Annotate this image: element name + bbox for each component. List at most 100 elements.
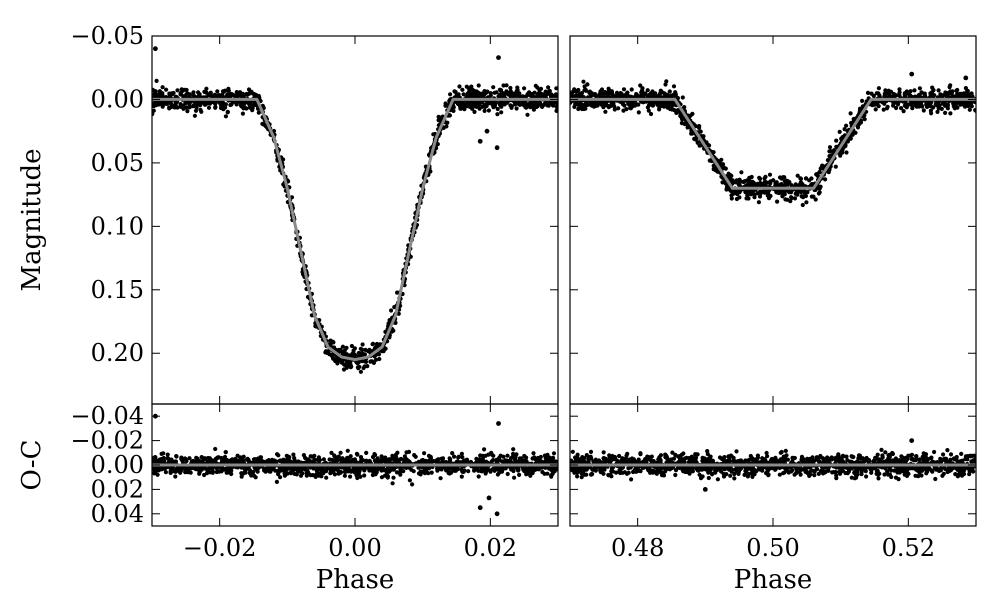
data-point [650,89,655,94]
data-point [583,87,588,92]
primary-residuals-panel: −0.02 0.00 0.02−0.04−0.020.000.020.04Phase… [17,402,559,595]
data-point [948,89,953,94]
data-point [530,468,535,473]
data-point [609,89,614,94]
data-point [575,474,580,479]
data-point [581,79,586,84]
data-point [482,447,487,452]
data-point [883,88,888,93]
data-point [630,104,635,109]
data-point [274,479,279,484]
data-point [455,467,460,472]
data-point [843,470,848,476]
data-point [629,477,634,482]
data-point [922,91,927,96]
data-point [477,101,482,107]
data-point [345,455,350,460]
data-point [948,452,954,457]
data-point [792,196,798,201]
primary-plot-area [152,46,558,374]
data-point [819,165,824,170]
data-point [648,111,654,117]
data-point [917,86,923,91]
data-point [894,105,899,111]
data-point [207,466,212,471]
data-point [347,468,352,473]
data-point [168,469,173,474]
data-point [862,116,867,122]
data-point [524,469,529,474]
data-point [461,101,466,106]
data-point [502,92,507,97]
data-point [298,473,304,478]
x-axis-label: Phase [316,565,394,595]
data-point [261,122,266,127]
data-point [460,87,465,92]
data-point [464,84,469,89]
data-point [486,467,491,472]
data-point [945,106,951,111]
data-point [277,458,282,463]
data-point [876,86,882,91]
data-point [538,86,544,91]
data-point [459,467,464,472]
data-point [601,105,606,110]
data-point [762,176,767,181]
data-point [534,102,539,107]
data-point [429,470,434,475]
data-point [303,455,308,460]
data-point [775,190,780,195]
data-point [379,349,385,354]
data-point [196,90,201,95]
data-point [514,106,519,111]
data-point [240,111,245,116]
data-point [674,110,679,115]
data-point [155,472,160,477]
data-point [491,458,496,463]
data-point [281,157,286,162]
outlier-point [153,46,158,52]
data-point [826,170,831,175]
data-point [731,189,736,194]
data-point [341,350,346,355]
data-point [184,458,189,464]
data-point [739,170,744,175]
data-point [783,448,788,453]
x-tick-label: 0.02 [464,534,517,562]
data-point [385,475,390,480]
data-point [436,118,441,123]
data-point [448,92,453,97]
data-point [860,98,865,103]
data-point [823,177,828,182]
data-point [460,455,465,460]
data-point [499,459,505,464]
data-point [671,84,677,89]
data-point [843,144,848,149]
data-point [476,474,481,479]
data-point [855,125,861,130]
data-point [540,104,545,109]
data-point [899,106,904,111]
data-point [803,176,809,181]
data-point [893,475,899,480]
data-point [249,104,254,110]
data-point [357,364,362,369]
data-point [154,103,159,108]
data-point [931,88,936,93]
data-point [398,472,403,477]
data-point [243,470,248,475]
data-point [161,451,166,456]
data-point [390,481,395,486]
y-tick-label: 0.05 [91,149,144,177]
data-point [873,107,878,112]
data-point [364,450,369,455]
data-point [224,467,229,472]
data-point [965,94,970,99]
data-point [202,457,207,462]
data-point [160,85,165,90]
data-point [588,449,594,454]
data-point [187,456,192,461]
data-point [471,93,476,99]
y-tick-label: 0.02 [91,475,144,503]
